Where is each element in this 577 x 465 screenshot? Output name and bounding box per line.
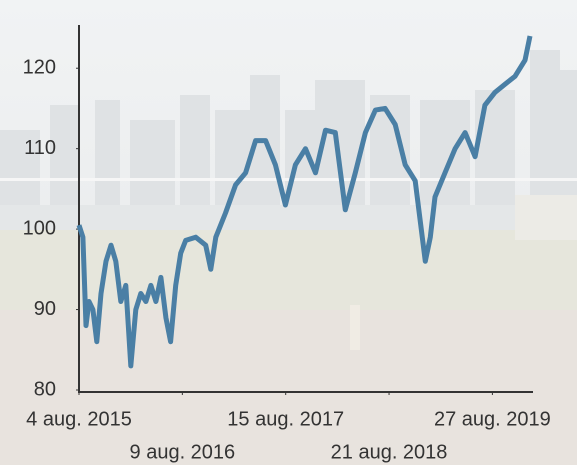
y-tick-label: 90 (34, 298, 56, 320)
chart: 80 90 100 110 120 4 aug. 2015 9 aug. 2016 15 au… (0, 0, 577, 465)
background-photo (0, 0, 577, 465)
x-tick-label: 21 aug. 2018 (331, 441, 448, 463)
y-tick-label: 80 (34, 378, 56, 400)
x-tick-label: 4 aug. 2015 (26, 408, 132, 430)
x-tick-label: 15 aug. 2017 (227, 408, 344, 430)
y-tick-label: 120 (23, 57, 56, 79)
x-tick-label: 27 aug. 2019 (434, 408, 551, 430)
y-tick-label: 100 (23, 217, 56, 239)
y-tick-label: 110 (24, 137, 56, 159)
x-tick-label: 9 aug. 2016 (130, 441, 236, 463)
